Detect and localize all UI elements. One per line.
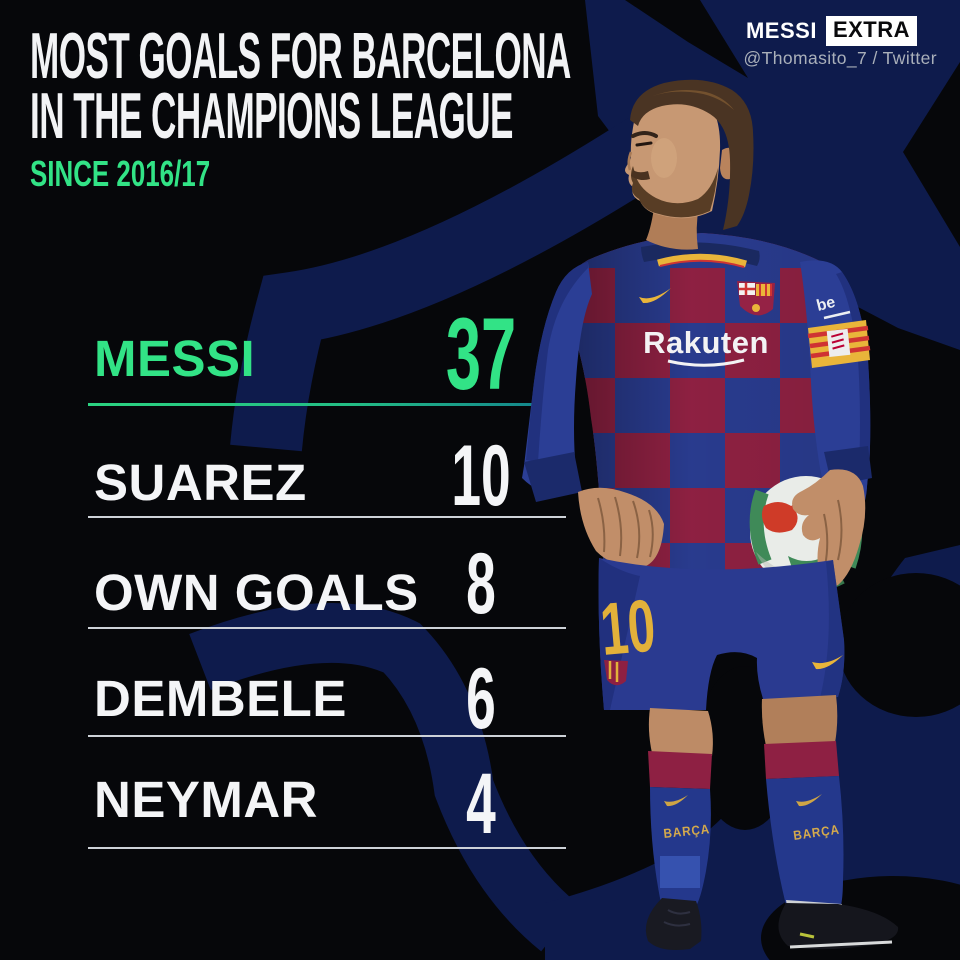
divider-neymar xyxy=(88,847,566,849)
captain-armband xyxy=(807,320,871,368)
shirt-sponsor-text: Rakuten xyxy=(643,325,769,360)
title-line-1: MOST GOALS FOR BARCELONA xyxy=(30,19,571,92)
row-value-neymar: 4 xyxy=(466,756,496,852)
divider-dembele xyxy=(88,735,566,737)
beard xyxy=(631,166,718,218)
page-title: MOST GOALS FOR BARCELONA IN THE CHAMPION… xyxy=(30,19,571,152)
row-name-messi: MESSI xyxy=(94,330,256,387)
nike-swoosh-icon xyxy=(639,288,671,304)
sleeve-sponsor-text: be xyxy=(815,294,837,315)
row-name-neymar: NEYMAR xyxy=(94,771,319,828)
right-sock-text: BARÇA xyxy=(792,822,840,843)
brand-name: MESSI xyxy=(745,18,817,43)
right-hand xyxy=(792,469,866,587)
hair xyxy=(630,79,754,230)
brand-badge: EXTRA xyxy=(825,16,917,46)
row-value-suarez: 10 xyxy=(451,428,511,524)
shorts-swoosh-icon xyxy=(812,655,843,670)
row-name-own-goals: OWN GOALS xyxy=(94,564,419,621)
row-value-dembele: 6 xyxy=(466,651,496,747)
shorts-number: 10 xyxy=(597,584,658,671)
left-sock-text: BARÇA xyxy=(663,822,711,842)
shorts: 10 xyxy=(597,558,845,710)
club-crest-icon xyxy=(737,281,775,316)
head xyxy=(625,79,754,250)
row-name-dembele: DEMBELE xyxy=(94,670,347,727)
row-value-messi: 37 xyxy=(445,297,517,411)
puma-logo-icon xyxy=(761,501,798,533)
shoes xyxy=(645,898,899,950)
divider-messi xyxy=(88,403,566,406)
title-line-2: IN THE CHAMPIONS LEAGUE xyxy=(30,79,513,152)
row-name-suarez: SUAREZ xyxy=(94,454,307,511)
legs: BARÇA BARÇA xyxy=(648,695,844,916)
divider-suarez xyxy=(88,516,566,518)
divider-own-goals xyxy=(88,627,566,629)
brand-bar: MESSI EXTRA xyxy=(746,16,917,46)
left-arm xyxy=(522,262,664,567)
twitter-credit: @Thomasito_7 / Twitter xyxy=(743,48,937,68)
row-value-own-goals: 8 xyxy=(466,536,496,632)
subtitle: SINCE 2016/17 xyxy=(30,153,211,194)
